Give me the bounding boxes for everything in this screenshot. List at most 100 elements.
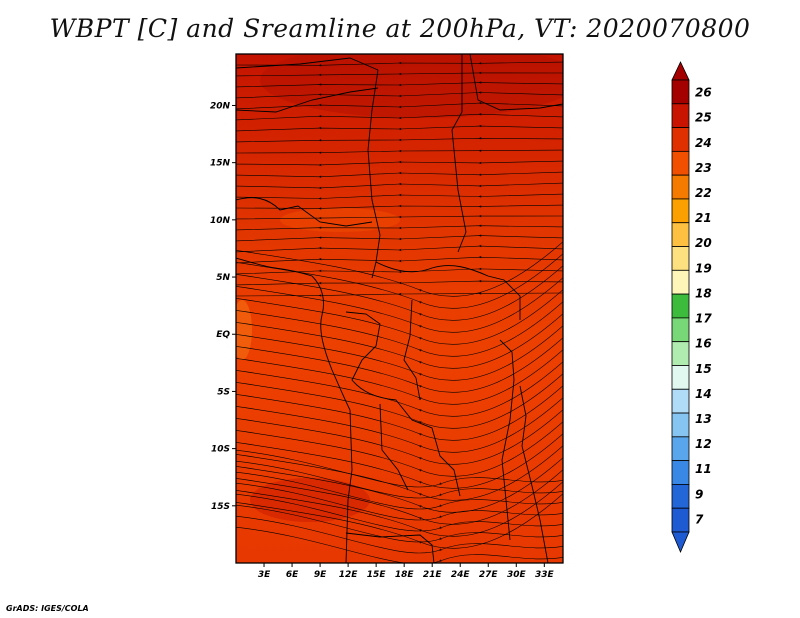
streamline-south bbox=[236, 301, 563, 357]
streamline-far-south bbox=[236, 504, 563, 543]
streamline-north bbox=[236, 292, 563, 297]
streamline-far-south bbox=[236, 460, 563, 499]
streamline-north bbox=[236, 137, 563, 143]
colorbar-box bbox=[671, 484, 690, 509]
border-south-1 bbox=[345, 409, 353, 563]
lon-tick-label: 12E bbox=[339, 570, 359, 580]
lat-tick-label: 5N bbox=[216, 273, 230, 283]
streamline-north bbox=[236, 224, 563, 231]
colorbar-label: 20 bbox=[695, 236, 712, 250]
streamline-north bbox=[236, 149, 563, 154]
colorbar: 26 25 24 23 22 21 20 19 18 17 16 15 14 13 12 11 9 7 bbox=[671, 61, 712, 554]
streamline-south bbox=[236, 241, 563, 297]
colorbar-box bbox=[671, 127, 690, 152]
lon-tick-label: 9E bbox=[314, 570, 327, 580]
lon-tick-label: 27E bbox=[479, 570, 499, 580]
colorbar-label: 9 bbox=[695, 487, 703, 501]
border-mid-2 bbox=[403, 299, 421, 401]
lat-tick-label: EQ bbox=[216, 330, 230, 340]
streamline-south bbox=[236, 337, 563, 393]
streamline-south bbox=[236, 421, 563, 477]
longitude-axis: 3E 6E 9E 12E 15E 18E 21E 24E 27E 30E 33E bbox=[258, 563, 555, 580]
streamline-north bbox=[236, 124, 563, 132]
lon-tick-label: 30E bbox=[507, 570, 527, 580]
colorbar-box bbox=[671, 150, 690, 176]
colorbar-label: 16 bbox=[695, 337, 712, 351]
border-mid-1 bbox=[375, 261, 521, 320]
streamline-south bbox=[236, 373, 563, 429]
map-panel bbox=[235, 53, 564, 564]
colorbar-label: 22 bbox=[695, 186, 712, 200]
colorbar-box bbox=[671, 269, 690, 295]
streamline-north bbox=[236, 71, 563, 77]
colorbar-label: 21 bbox=[695, 211, 712, 225]
colorbar-box bbox=[671, 436, 690, 462]
border-north-6 bbox=[236, 57, 379, 71]
streamline-north bbox=[236, 91, 563, 99]
streamline-south bbox=[236, 409, 563, 465]
grads-credit: GrADS: IGES/COLA bbox=[6, 604, 89, 613]
colorbar-box bbox=[671, 246, 690, 271]
colorbar-label: 24 bbox=[695, 136, 712, 150]
streamline-far-south bbox=[236, 526, 563, 563]
streamline-south bbox=[236, 325, 563, 381]
lat-tick-label: 15N bbox=[210, 159, 231, 169]
colorbar-box bbox=[671, 507, 690, 533]
border-north-4 bbox=[236, 197, 373, 227]
colorbar-box bbox=[671, 222, 690, 247]
colorbar-label: 19 bbox=[695, 261, 712, 275]
border-east bbox=[499, 339, 515, 541]
chart-title: WBPT [C] and Sreamline at 200hPa, VT: 20… bbox=[49, 14, 751, 43]
colorbar-box bbox=[671, 317, 690, 343]
border-north-5 bbox=[469, 54, 563, 111]
streamline-far-south bbox=[236, 471, 563, 510]
streamline-south bbox=[236, 277, 563, 333]
colorbar-box bbox=[671, 460, 690, 485]
streamline-north bbox=[236, 171, 563, 179]
streamline-north bbox=[236, 193, 563, 200]
lon-tick-label: 33E bbox=[535, 570, 555, 580]
streamline-south bbox=[236, 289, 563, 345]
border-south-2 bbox=[345, 532, 435, 563]
streamline-south bbox=[236, 469, 563, 525]
lon-tick-label: 21E bbox=[423, 570, 443, 580]
streamline-north bbox=[236, 61, 563, 67]
lon-tick-label: 24E bbox=[451, 570, 471, 580]
lat-tick-label: 15S bbox=[211, 502, 230, 512]
colorbar-label: 13 bbox=[695, 412, 712, 426]
streamline-far-south bbox=[236, 515, 563, 554]
streamline-north bbox=[236, 81, 563, 88]
colorbar-label: 7 bbox=[695, 512, 704, 526]
colorbar-label: 17 bbox=[695, 312, 712, 326]
streamline-south bbox=[236, 385, 563, 441]
colorbar-label: 15 bbox=[695, 362, 712, 376]
streamline-south bbox=[236, 457, 563, 513]
colorbar-box bbox=[671, 293, 690, 319]
lat-tick-label: 10S bbox=[211, 445, 230, 455]
colorbar-box bbox=[671, 174, 690, 200]
streamlines bbox=[236, 61, 563, 563]
colorbar-max-arrow bbox=[671, 61, 690, 81]
map-frame bbox=[235, 53, 564, 564]
streamline-south bbox=[236, 361, 563, 417]
streamline-south bbox=[236, 265, 563, 321]
border-congo bbox=[345, 311, 461, 497]
cool-patch-west bbox=[236, 300, 252, 360]
streamline-south bbox=[236, 313, 563, 369]
latitude-axis: 20N 15N 10N 5N EQ 5S 10S 15S bbox=[210, 101, 236, 512]
colorbar-label: 12 bbox=[695, 437, 712, 451]
colorbar-box bbox=[671, 198, 690, 224]
colorbar-label: 26 bbox=[695, 86, 712, 100]
border-south-3 bbox=[379, 403, 409, 491]
colorbar-box bbox=[671, 412, 690, 438]
streamline-north bbox=[236, 214, 563, 220]
streamline-far-south bbox=[236, 493, 563, 532]
border-north-2 bbox=[451, 54, 467, 253]
lat-tick-label: 5S bbox=[217, 387, 230, 397]
streamline-north bbox=[236, 267, 563, 275]
colorbar-box bbox=[671, 79, 690, 105]
border-east-lake bbox=[519, 385, 549, 563]
warm-patch-south bbox=[250, 478, 370, 522]
lon-tick-label: 6E bbox=[286, 570, 299, 580]
